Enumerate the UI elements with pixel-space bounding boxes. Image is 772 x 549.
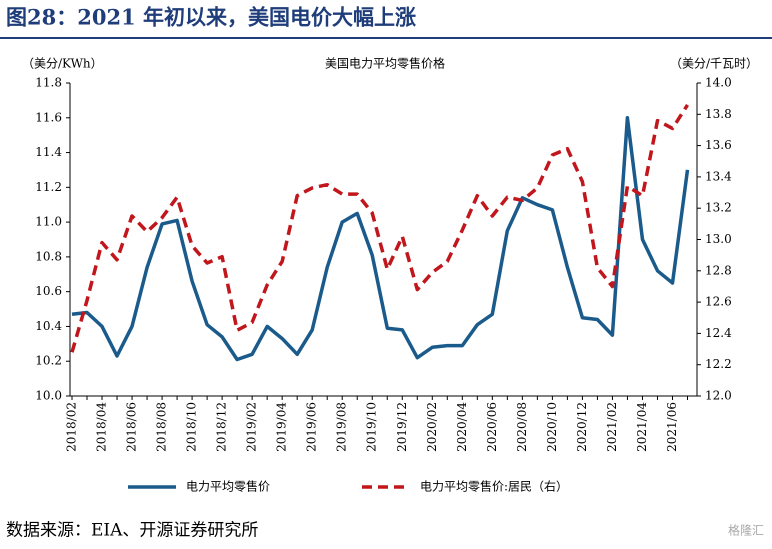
y-tick-label: 11.2: [35, 180, 62, 194]
y2-tick-label: 13.0: [705, 232, 732, 246]
y2-axis-label: （美分/千瓦时）: [670, 57, 758, 71]
x-tick-label: 2020/12: [575, 402, 589, 452]
y-tick-label: 10.4: [35, 319, 62, 333]
y2-tick-label: 12.8: [705, 263, 732, 277]
y2-tick-label: 14.0: [705, 76, 732, 90]
x-tick-label: 2018/06: [125, 402, 139, 452]
y2-tick-label: 13.6: [705, 138, 732, 152]
y-tick-label: 11.8: [35, 76, 62, 90]
chart-title: 美国电力平均零售价格: [325, 56, 445, 71]
x-tick-label: 2018/04: [95, 402, 109, 452]
y-tick-label: 11.4: [35, 145, 62, 159]
y-axis-label: （美分/KWh）: [22, 57, 103, 71]
y2-tick-label: 13.2: [705, 201, 732, 215]
series-line: [70, 103, 689, 353]
x-tick-label: 2020/06: [485, 402, 499, 452]
x-tick-label: 2018/10: [185, 402, 199, 452]
x-tick-label: 2019/04: [275, 402, 289, 452]
watermark: 格隆汇: [728, 523, 764, 538]
x-tick-label: 2019/02: [245, 402, 259, 452]
y2-tick-label: 13.4: [705, 169, 732, 183]
source: 数据来源：EIA、开源证券研究所: [6, 521, 258, 541]
y2-tick-label: 12.0: [705, 389, 732, 403]
x-tick-label: 2021/06: [665, 402, 679, 452]
x-tick-label: 2018/12: [215, 402, 229, 452]
x-tick-label: 2020/02: [425, 402, 439, 452]
x-tick-label: 2020/10: [545, 402, 559, 452]
x-tick-label: 2019/08: [335, 402, 349, 452]
series-line: [71, 116, 690, 362]
x-tick-label: 2019/12: [395, 402, 409, 452]
y2-tick-label: 12.2: [705, 357, 732, 371]
y-tick-label: 11.6: [35, 110, 62, 124]
x-tick-label: 2019/10: [365, 402, 379, 452]
x-tick-label: 2020/08: [515, 402, 529, 452]
page-title: 图28：2021 年初以来，美国电价大幅上涨: [6, 5, 416, 30]
y2-tick-label: 12.4: [705, 326, 732, 340]
y2-tick-label: 12.6: [705, 295, 732, 309]
y-tick-label: 10.6: [35, 284, 62, 298]
y-tick-label: 10.8: [35, 249, 62, 263]
x-tick-label: 2021/02: [605, 402, 619, 452]
y-tick-label: 11.0: [35, 215, 62, 229]
y2-tick-label: 13.8: [705, 107, 732, 121]
x-tick-label: 2018/08: [155, 402, 169, 452]
y-tick-label: 10.2: [35, 354, 62, 368]
legend-label: 电力平均零售价:居民（右）: [420, 479, 568, 494]
x-tick-label: 2020/04: [455, 402, 469, 452]
x-tick-label: 2018/02: [65, 402, 79, 452]
x-tick-label: 2019/06: [305, 402, 319, 452]
x-tick-label: 2021/04: [635, 402, 649, 452]
legend-label: 电力平均零售价: [186, 479, 270, 494]
y-tick-label: 10.0: [35, 389, 62, 403]
